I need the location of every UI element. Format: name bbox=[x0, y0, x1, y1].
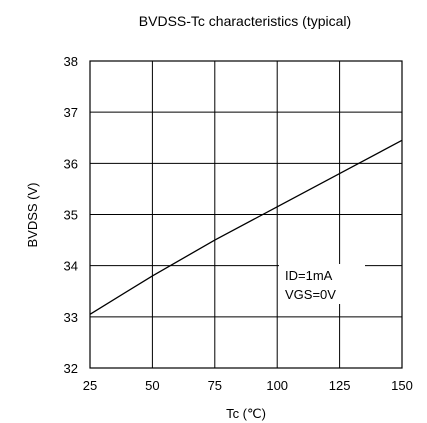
y-tick-label: 33 bbox=[64, 310, 78, 325]
y-tick-label: 32 bbox=[64, 361, 78, 376]
annotation-line-2: VGS=0V bbox=[285, 287, 336, 302]
x-tick-labels: 25 50 75 100 125 150 bbox=[83, 378, 413, 393]
annotation-background bbox=[279, 264, 365, 304]
grid bbox=[90, 61, 402, 368]
x-tick-label: 75 bbox=[208, 378, 222, 393]
y-tick-label: 35 bbox=[64, 208, 78, 223]
x-axis-title: Tc (℃) bbox=[226, 406, 266, 421]
y-axis-title: BVDSS (V) bbox=[25, 182, 40, 247]
series-line-bvdss bbox=[89, 139, 403, 315]
x-tick-label: 125 bbox=[329, 378, 351, 393]
x-tick-label: 25 bbox=[83, 378, 97, 393]
y-tick-labels: 32 33 34 35 36 37 38 bbox=[64, 54, 78, 376]
x-tick-label: 50 bbox=[145, 378, 159, 393]
y-tick-label: 34 bbox=[64, 259, 78, 274]
chart-title: BVDSS-Tc characteristics (typical) bbox=[139, 13, 351, 29]
y-tick-label: 37 bbox=[64, 105, 78, 120]
y-tick-label: 36 bbox=[64, 156, 78, 171]
series-group bbox=[89, 139, 403, 315]
x-tick-label: 100 bbox=[266, 378, 288, 393]
plot-frame bbox=[89, 60, 403, 369]
annotation-line-1: ID=1mA bbox=[285, 268, 333, 283]
y-tick-label: 38 bbox=[64, 54, 78, 69]
x-tick-label: 150 bbox=[391, 378, 413, 393]
